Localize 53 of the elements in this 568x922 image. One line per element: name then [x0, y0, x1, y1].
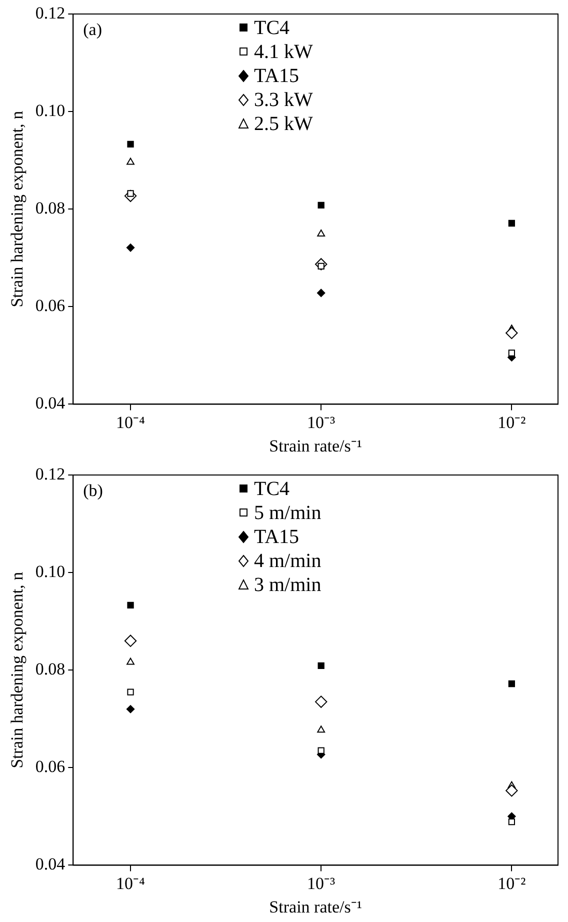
y-axis-title: Strain hardening exponent, n — [8, 571, 27, 768]
point — [315, 696, 328, 708]
x-axis-title: Strain rate/s⁻¹ — [269, 436, 362, 456]
legend-label: 2.5 kW — [254, 112, 313, 136]
point — [506, 784, 518, 797]
annotation: (b) — [83, 480, 103, 500]
point — [317, 229, 326, 236]
x-tick-label: 10⁻³ — [307, 874, 336, 893]
point — [318, 662, 324, 670]
y-tick-label: 0.10 — [35, 101, 66, 120]
x-axis-title: Strain rate/s⁻¹ — [269, 897, 362, 916]
x-tick-label: 10⁻² — [498, 874, 526, 893]
point — [317, 288, 326, 298]
annotation: (a) — [83, 20, 102, 39]
point — [127, 140, 134, 148]
y-tick-label: 0.10 — [35, 562, 66, 582]
legend-label: 3.3 kW — [254, 88, 313, 112]
x-tick-label: 10⁻² — [498, 412, 526, 432]
point — [508, 818, 516, 826]
point — [127, 602, 134, 609]
y-axis-title: Strain hardening exponent, n — [8, 110, 27, 308]
y-tick-label: 0.06 — [35, 757, 66, 776]
point — [317, 726, 326, 733]
y-tick-label: 0.12 — [35, 464, 66, 484]
point — [126, 244, 135, 252]
y-tick-label: 0.06 — [35, 296, 66, 316]
point — [508, 220, 516, 227]
legend-label: TA15 — [254, 64, 300, 88]
legend-label: 3 m/min — [254, 573, 322, 597]
point — [126, 658, 134, 665]
y-tick-label: 0.12 — [35, 3, 66, 22]
point — [124, 634, 137, 647]
legend-label: TC4 — [254, 477, 290, 501]
x-tick-label: 10⁻³ — [307, 412, 336, 432]
point — [318, 747, 324, 754]
y-tick-label: 0.04 — [35, 854, 66, 874]
legend-label: TA15 — [254, 525, 300, 549]
point — [126, 158, 134, 165]
point — [318, 202, 324, 209]
legend-label: 4.1 kW — [254, 40, 313, 64]
x-tick-label: 10⁻⁴ — [116, 412, 146, 432]
legend-label: 4 m/min — [254, 549, 322, 573]
point — [126, 705, 135, 714]
legend-label: 5 m/min — [254, 501, 322, 525]
y-tick-label: 0.08 — [35, 660, 66, 679]
y-tick-label: 0.08 — [35, 198, 66, 218]
x-tick-label: 10⁻⁴ — [116, 874, 146, 893]
point — [506, 326, 518, 340]
point — [127, 688, 134, 696]
y-tick-label: 0.04 — [35, 394, 66, 413]
point — [508, 680, 516, 688]
legend-label: TC4 — [254, 16, 290, 40]
point — [508, 350, 516, 356]
